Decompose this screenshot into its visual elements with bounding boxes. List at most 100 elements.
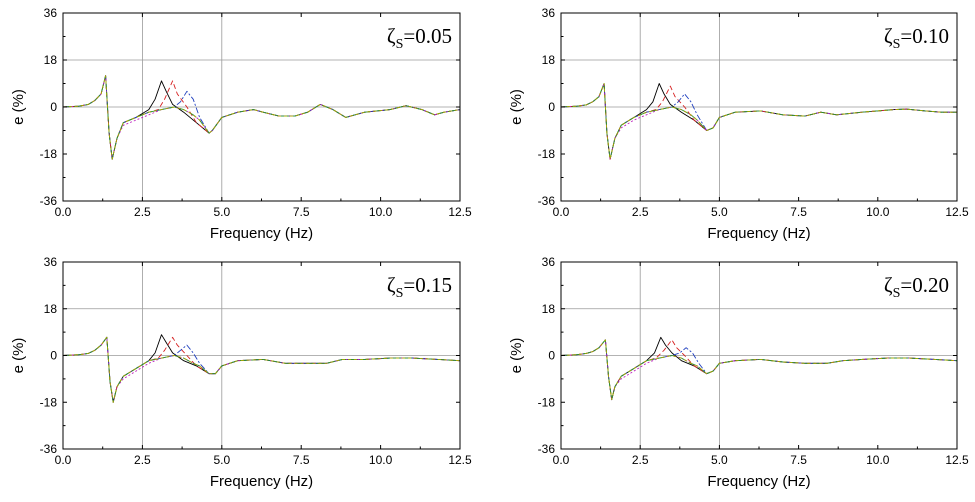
x-tick-label: 2.5 xyxy=(632,205,649,219)
zeta-symbol: ζ xyxy=(884,273,893,297)
series-line-4 xyxy=(560,83,957,160)
y-tick-label: 0 xyxy=(548,349,555,363)
series-line-2 xyxy=(560,83,957,160)
zeta-symbol: ζ xyxy=(387,273,396,297)
series-line-1 xyxy=(560,83,957,160)
series-line-2 xyxy=(560,339,958,401)
series-line-4 xyxy=(62,336,461,403)
x-tick-label: 0.0 xyxy=(553,453,570,467)
damping-ratio-label: ζS=0.10 xyxy=(884,24,949,52)
y-tick-label: -36 xyxy=(40,194,58,208)
damping-ratio-label: ζS=0.20 xyxy=(884,273,949,301)
x-tick-label: 12.5 xyxy=(448,205,472,219)
series-group xyxy=(560,83,957,160)
series-line-0 xyxy=(62,75,461,160)
x-tick-label: 7.5 xyxy=(293,205,310,219)
series-line-1 xyxy=(560,339,958,401)
x-axis-label: Frequency (Hz) xyxy=(210,473,313,490)
series-line-3 xyxy=(62,75,461,160)
y-tick-label: -36 xyxy=(538,194,556,208)
y-tick-label: 18 xyxy=(542,302,556,316)
y-tick-label: 36 xyxy=(44,6,58,20)
series-line-1 xyxy=(62,75,461,160)
series-group xyxy=(62,334,461,403)
series-group xyxy=(62,75,461,160)
y-tick-label: 36 xyxy=(542,6,556,20)
y-tick-label: -18 xyxy=(538,395,556,409)
series-group xyxy=(560,336,958,401)
zeta-subscript: S xyxy=(893,286,901,301)
y-tick-label: 36 xyxy=(44,255,58,269)
y-axis-label: e (%) xyxy=(10,338,27,374)
y-tick-label: 18 xyxy=(44,53,58,67)
zeta-value: =0.05 xyxy=(403,24,452,48)
series-line-5 xyxy=(560,83,957,160)
series-line-5 xyxy=(62,75,461,160)
x-tick-label: 2.5 xyxy=(134,453,151,467)
series-line-2 xyxy=(62,336,461,403)
y-tick-label: -18 xyxy=(40,395,58,409)
chart-panel-0: 0.0 2.5 5.0 7.5 10.0 12.5 36 18 0 -18 -36 Frequency… xyxy=(10,6,472,242)
x-tick-label: 10.0 xyxy=(866,205,890,219)
series-line-3 xyxy=(560,83,957,160)
x-axis-label: Frequency (Hz) xyxy=(707,473,810,490)
x-tick-label: 7.5 xyxy=(790,205,807,219)
zeta-symbol: ζ xyxy=(387,24,396,48)
y-tick-label: 0 xyxy=(50,100,57,114)
x-tick-label: 2.5 xyxy=(134,205,151,219)
series-line-3 xyxy=(62,336,461,403)
series-line-5 xyxy=(560,339,958,401)
x-tick-label: 10.0 xyxy=(866,453,890,467)
x-tick-label: 10.0 xyxy=(369,453,393,467)
series-line-4 xyxy=(62,75,461,160)
zeta-subscript: S xyxy=(396,286,404,301)
x-tick-label: 12.5 xyxy=(945,453,969,467)
y-axis-label: e (%) xyxy=(508,338,525,374)
zeta-symbol: ζ xyxy=(884,24,893,48)
series-line-5 xyxy=(62,336,461,403)
zeta-subscript: S xyxy=(396,37,404,52)
series-line-4 xyxy=(560,339,958,401)
y-tick-label: 0 xyxy=(50,349,57,363)
y-tick-label: -36 xyxy=(538,442,556,456)
y-tick-label: -18 xyxy=(40,147,58,161)
series-line-1 xyxy=(62,336,461,403)
x-tick-label: 12.5 xyxy=(945,205,969,219)
series-line-0 xyxy=(560,336,958,401)
damping-ratio-label: ζS=0.05 xyxy=(387,24,452,52)
x-axis-label: Frequency (Hz) xyxy=(210,225,313,242)
x-tick-label: 7.5 xyxy=(293,453,310,467)
x-tick-label: 5.0 xyxy=(711,205,728,219)
x-tick-label: 7.5 xyxy=(790,453,807,467)
x-axis-label: Frequency (Hz) xyxy=(707,225,810,242)
chart-panel-1: 0.0 2.5 5.0 7.5 10.0 12.5 36 18 0 -18 -36 Frequency… xyxy=(508,6,969,242)
chart-panel-2: 0.0 2.5 5.0 7.5 10.0 12.5 36 18 0 -18 -36 Frequency… xyxy=(10,255,472,490)
chart-panel-3: 0.0 2.5 5.0 7.5 10.0 12.5 36 18 0 -18 -36 Frequency… xyxy=(508,255,969,490)
zeta-value: =0.10 xyxy=(900,24,949,48)
y-tick-label: -36 xyxy=(40,442,58,456)
series-line-0 xyxy=(62,334,461,403)
y-axis-label: e (%) xyxy=(508,89,525,125)
zeta-value: =0.20 xyxy=(900,273,949,297)
y-tick-label: 0 xyxy=(548,100,555,114)
zeta-subscript: S xyxy=(893,37,901,52)
series-line-2 xyxy=(62,75,461,160)
damping-ratio-label: ζS=0.15 xyxy=(387,273,452,301)
x-tick-label: 0.0 xyxy=(55,453,72,467)
x-tick-label: 0.0 xyxy=(55,205,72,219)
y-tick-label: -18 xyxy=(538,147,556,161)
series-line-3 xyxy=(560,339,958,401)
x-tick-label: 5.0 xyxy=(213,453,230,467)
zeta-value: =0.15 xyxy=(403,273,452,297)
y-tick-label: 36 xyxy=(542,255,556,269)
x-tick-label: 5.0 xyxy=(711,453,728,467)
x-tick-label: 5.0 xyxy=(213,205,230,219)
x-tick-label: 0.0 xyxy=(553,205,570,219)
y-axis-label: e (%) xyxy=(10,89,27,125)
series-line-0 xyxy=(560,83,957,160)
y-tick-label: 18 xyxy=(542,53,556,67)
x-tick-label: 2.5 xyxy=(632,453,649,467)
x-tick-label: 12.5 xyxy=(448,453,472,467)
x-tick-label: 10.0 xyxy=(369,205,393,219)
